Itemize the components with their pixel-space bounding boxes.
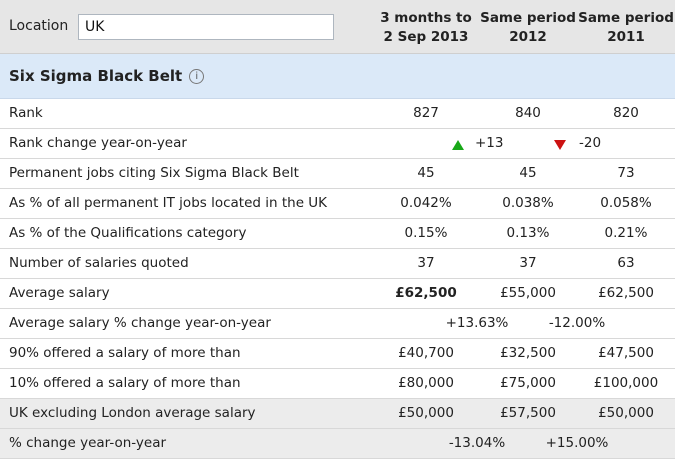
cell-2011: £50,000 [598, 405, 654, 421]
column-header-2012: Same period 2012 [480, 10, 576, 45]
cell-2012: £55,000 [500, 285, 556, 301]
table-row-10-percentile: 10% offered a salary of more than £80,00… [0, 369, 675, 399]
table-row-90-percentile: 90% offered a salary of more than £40,70… [0, 339, 675, 369]
cell-current: £50,000 [398, 405, 454, 421]
table-header: Location 3 months to 2 Sep 2013 Same per… [0, 0, 675, 54]
cell-2011: £47,500 [598, 345, 654, 361]
row-label: Average salary [9, 285, 110, 301]
cell-2012: £32,500 [500, 345, 556, 361]
row-label: 10% offered a salary of more than [9, 375, 241, 391]
change-current: -13.04% [448, 435, 506, 451]
row-label: UK excluding London average salary [9, 405, 256, 421]
row-label: Rank [9, 105, 43, 121]
table-row-ex-london-salary: UK excluding London average salary £50,0… [0, 399, 675, 429]
change-current: +13.63% [445, 315, 509, 331]
cell-current: £62,500 [395, 285, 457, 301]
cell-2011: 820 [613, 105, 639, 121]
table-row-permanent-jobs: Permanent jobs citing Six Sigma Black Be… [0, 159, 675, 189]
row-label: 90% offered a salary of more than [9, 345, 241, 361]
arrow-up-icon [452, 140, 464, 150]
cell-2012: 37 [519, 255, 537, 271]
section-title-text: Six Sigma Black Belt [9, 67, 183, 85]
cell-2011: £62,500 [598, 285, 654, 301]
rank-change-current: +13 [475, 135, 504, 151]
cell-2012: 0.038% [502, 195, 554, 211]
column-header-2011: Same period 2011 [578, 10, 674, 45]
table-row-pct-it-jobs: As % of all permanent IT jobs located in… [0, 189, 675, 219]
cell-2012: £75,000 [500, 375, 556, 391]
row-label: Number of salaries quoted [9, 255, 189, 271]
cell-current: 37 [417, 255, 435, 271]
row-label: As % of all permanent IT jobs located in… [9, 195, 328, 211]
info-icon[interactable]: i [189, 68, 205, 84]
cell-current: 0.042% [400, 195, 452, 211]
column-header-current: 3 months to 2 Sep 2013 [380, 10, 472, 45]
cell-current: 0.15% [404, 225, 448, 241]
section-title: Six Sigma Black Belt i [0, 54, 675, 99]
row-label: % change year-on-year [9, 435, 167, 451]
cell-2012: £57,500 [500, 405, 556, 421]
cell-2011: 0.21% [604, 225, 648, 241]
table-row-salaries-quoted: Number of salaries quoted 37 37 63 [0, 249, 675, 279]
table-row-rank: Rank 827 840 820 [0, 99, 675, 129]
cell-2012: 45 [519, 165, 537, 181]
location-input[interactable] [78, 14, 334, 40]
table-row-ex-london-change: % change year-on-year -13.04% +15.00% [0, 429, 675, 459]
cell-current: 45 [417, 165, 435, 181]
cell-2012: 840 [515, 105, 541, 121]
cell-current: £80,000 [398, 375, 454, 391]
cell-2012: 0.13% [506, 225, 550, 241]
location-label: Location [9, 18, 69, 34]
cell-current: £40,700 [398, 345, 454, 361]
cell-2011: 73 [617, 165, 635, 181]
rank-change-2012: -20 [579, 135, 602, 151]
table-row-rank-change: Rank change year-on-year +13 -20 [0, 129, 675, 159]
cell-current: 827 [413, 105, 439, 121]
change-2012: +15.00% [545, 435, 609, 451]
cell-2011: 0.058% [600, 195, 652, 211]
change-2012: -12.00% [548, 315, 606, 331]
cell-2011: £100,000 [593, 375, 659, 391]
table-row-pct-qualifications: As % of the Qualifications category 0.15… [0, 219, 675, 249]
row-label: Permanent jobs citing Six Sigma Black Be… [9, 165, 299, 181]
arrow-down-icon [554, 140, 566, 150]
cell-2011: 63 [617, 255, 635, 271]
row-label: Average salary % change year-on-year [9, 315, 271, 331]
row-label: As % of the Qualifications category [9, 225, 247, 241]
table-row-avg-salary-change: Average salary % change year-on-year +13… [0, 309, 675, 339]
row-label: Rank change year-on-year [9, 135, 187, 151]
table-row-average-salary: Average salary £62,500 £55,000 £62,500 [0, 279, 675, 309]
